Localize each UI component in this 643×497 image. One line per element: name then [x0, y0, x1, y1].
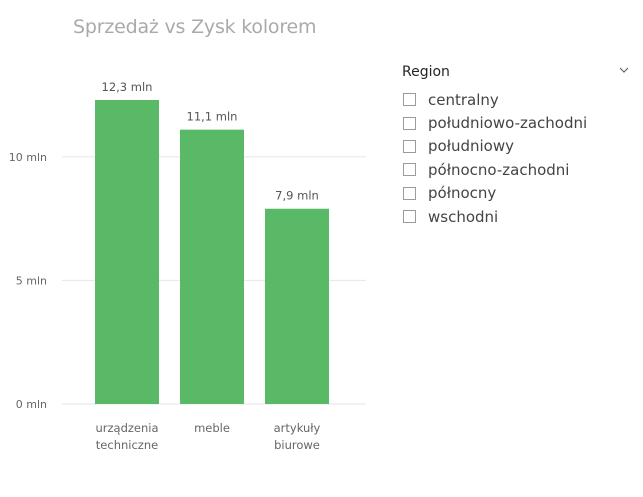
- data-label: 11,1 mln: [187, 110, 238, 124]
- bar-chart: 0 mln 5 mln 10 mln 12,3 mln 11,1 mln 7,9 mln…: [9, 80, 366, 452]
- bars: [95, 100, 329, 404]
- data-label: 7,9 mln: [275, 189, 319, 203]
- slicer-item-label: północno-zachodni: [428, 160, 570, 179]
- chart-title: Sprzedaż vs Zysk kolorem: [73, 16, 317, 38]
- x-tick-label: biurowe: [274, 438, 320, 452]
- data-label: 12,3 mln: [102, 80, 153, 94]
- slicer-item[interactable]: centralny: [400, 88, 636, 111]
- y-tick-label: 0 mln: [16, 398, 47, 411]
- slicer-item[interactable]: południowo-zachodni: [400, 111, 636, 134]
- slicer-item[interactable]: południowy: [400, 135, 636, 158]
- x-tick-label: artykuły: [274, 421, 321, 435]
- checkbox[interactable]: [403, 139, 416, 153]
- bar[interactable]: [180, 129, 244, 404]
- bar[interactable]: [265, 208, 329, 404]
- chevron-down-icon[interactable]: [616, 62, 632, 78]
- checkbox[interactable]: [403, 186, 416, 200]
- region-slicer: Region centralny południowo-zachodni poł…: [400, 62, 636, 228]
- slicer-item-label: północny: [428, 184, 497, 203]
- slicer-item[interactable]: północno-zachodni: [400, 158, 636, 181]
- slicer-item[interactable]: wschodni: [400, 205, 636, 228]
- x-tick-label: urządzenia: [95, 421, 158, 435]
- slicer-item-label: wschodni: [428, 207, 499, 226]
- y-tick-label: 10 mln: [9, 151, 47, 164]
- checkbox[interactable]: [403, 93, 416, 107]
- data-labels: 12,3 mln 11,1 mln 7,9 mln: [102, 80, 319, 203]
- slicer-header: Region: [400, 62, 636, 84]
- y-tick-label: 5 mln: [16, 274, 47, 287]
- checkbox[interactable]: [403, 116, 416, 130]
- slicer-item-label: centralny: [428, 90, 499, 109]
- bar[interactable]: [95, 100, 159, 404]
- x-tick-label: meble: [194, 421, 230, 435]
- slicer-item-label: południowy: [428, 137, 514, 156]
- y-axis-ticks: 0 mln 5 mln 10 mln: [9, 151, 47, 411]
- checkbox[interactable]: [403, 163, 416, 177]
- x-tick-label: techniczne: [96, 438, 158, 452]
- slicer-list: centralny południowo-zachodni południowy…: [400, 88, 636, 228]
- slicer-title: Region: [402, 64, 450, 80]
- slicer-item[interactable]: północny: [400, 182, 636, 205]
- checkbox[interactable]: [403, 210, 416, 224]
- slicer-item-label: południowo-zachodni: [428, 114, 588, 133]
- x-axis-ticks: urządzenia techniczne meble artykuły biurowe: [95, 421, 320, 452]
